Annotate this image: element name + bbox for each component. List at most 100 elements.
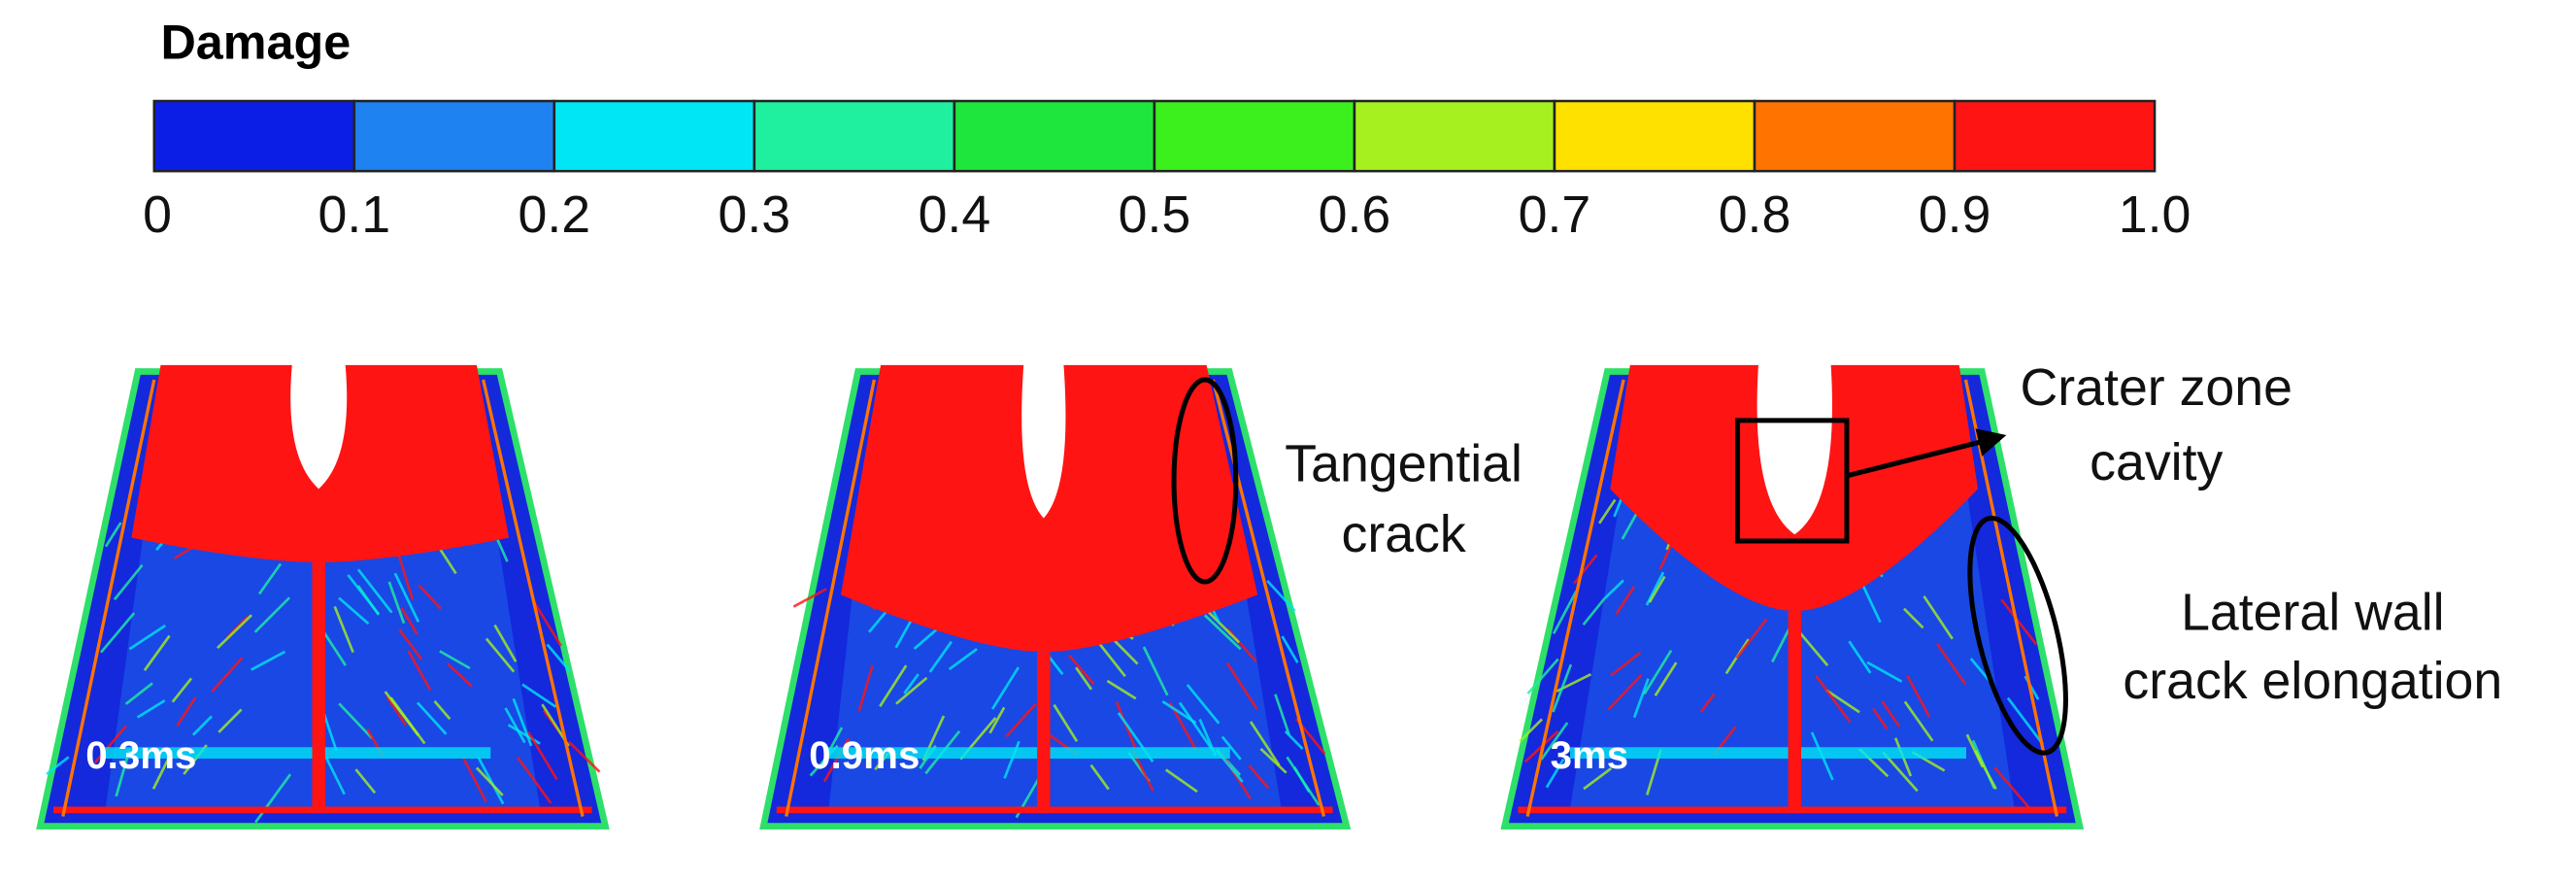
crack [2006, 696, 2044, 746]
panel: 0.3ms [36, 358, 610, 829]
crack [1274, 694, 1290, 735]
crack [568, 740, 601, 773]
crack [1053, 703, 1079, 743]
crack [338, 702, 374, 739]
crack [1848, 640, 1872, 674]
crack [879, 664, 908, 707]
crack [521, 683, 557, 708]
crack [1186, 684, 1221, 725]
colorbar-segment [1353, 99, 1556, 173]
crack [1281, 635, 1299, 663]
crack [113, 563, 144, 601]
crack [1902, 607, 1924, 629]
crack [347, 574, 380, 616]
crack [124, 682, 153, 705]
crack [857, 664, 874, 712]
crack [171, 677, 193, 703]
crack [1225, 661, 1258, 710]
colorbar-segment [1753, 99, 1957, 173]
crack [1096, 640, 1126, 678]
crack [512, 697, 533, 747]
colorbar-tick-label: 0.8 [1719, 186, 1791, 244]
crack [1906, 674, 1931, 718]
crack [400, 607, 418, 635]
cavity [1756, 358, 1832, 535]
colorbar-segment [1553, 99, 1756, 173]
crack [217, 614, 253, 650]
crack [1142, 646, 1169, 696]
crack [903, 673, 920, 694]
crack [407, 650, 432, 692]
crack [1771, 628, 1790, 663]
annotation: crack [1342, 505, 1466, 563]
ellipse [1171, 377, 1239, 585]
crack [1598, 498, 1617, 525]
crack [1881, 700, 1901, 728]
colorbar-tick-label: 0.7 [1519, 186, 1591, 244]
colorbar-segment [753, 99, 956, 173]
crack [1632, 678, 1650, 719]
crack [439, 650, 471, 670]
crack [928, 640, 953, 673]
annotation: Crater zone [2021, 358, 2292, 417]
crack [176, 696, 197, 728]
panels: 0.3ms 0.9ms 3ms [36, 358, 2085, 829]
colorbar-tick-label: 1.0 [2119, 186, 2191, 244]
colorbar-segment [1153, 99, 1356, 173]
crack [1545, 758, 1565, 789]
crack [1824, 689, 1860, 714]
cavity [290, 358, 348, 490]
panel-label: 0.3ms [85, 733, 196, 777]
crack [254, 773, 292, 824]
colorbar-title: Damage [160, 14, 351, 69]
crack [461, 757, 488, 803]
crack [1648, 575, 1666, 603]
arrow-head [1975, 428, 2007, 457]
crack [251, 650, 286, 671]
crack [948, 648, 978, 671]
colorbar-segment [352, 99, 556, 173]
crack [385, 695, 407, 727]
crack [1974, 750, 1997, 791]
crack [527, 730, 558, 781]
annotation: Tangential [1285, 435, 1522, 493]
colorbar-tick-label: 0.3 [719, 186, 791, 244]
crack [1284, 729, 1304, 750]
crack [1798, 631, 1829, 666]
colorbar: 0 0.1 0.2 0.3 0.4 0.5 0.6 0.7 0.8 0.9 1.0 [143, 99, 2191, 244]
annotations: Tangential crack Crater zone cavity Late… [1171, 358, 2502, 756]
wall [1963, 379, 2059, 817]
crack [517, 756, 552, 804]
crack [822, 737, 851, 783]
crack [1067, 654, 1095, 686]
crack [546, 643, 571, 672]
annotation: cavity [2090, 433, 2223, 491]
crack [988, 706, 1006, 734]
crack [1248, 764, 1270, 790]
crack [393, 572, 420, 623]
crack [257, 562, 283, 595]
colorbar-segment [953, 99, 1156, 173]
panel: 0.9ms [759, 358, 1352, 829]
crack [1178, 701, 1213, 750]
crack [990, 666, 1020, 710]
crack [191, 715, 214, 736]
crack [1164, 768, 1198, 794]
crack [1206, 610, 1241, 644]
annotation: crack elongation [2123, 652, 2502, 710]
crack [1993, 766, 2030, 809]
crack [447, 662, 474, 688]
crack [1615, 585, 1636, 616]
ellipse [1967, 515, 2068, 756]
crack [1699, 693, 1716, 713]
crack [1903, 700, 1934, 742]
crack [93, 725, 128, 764]
crack [99, 612, 136, 654]
colorbar-segment [152, 99, 356, 173]
box [1735, 418, 1850, 544]
crack [2000, 598, 2038, 646]
crack [46, 756, 70, 776]
crack [1573, 554, 1598, 585]
wall [785, 379, 876, 817]
